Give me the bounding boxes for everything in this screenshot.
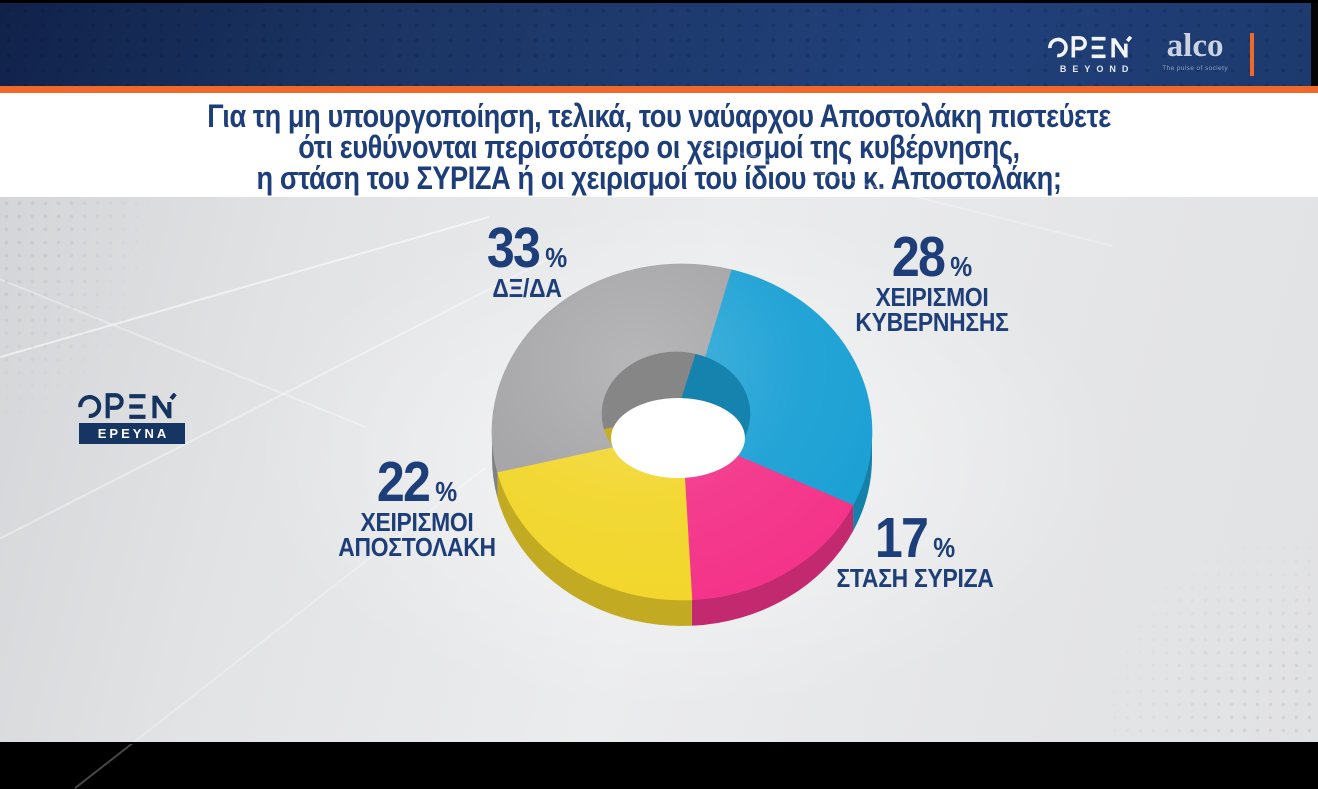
slice-callout-apostolaki: 22 % ΧΕΙΡΙΣΜΟΙ ΑΠΟΣΤΟΛΑΚΗ bbox=[328, 450, 507, 563]
open-logo-icon bbox=[1048, 36, 1133, 59]
alco-wordmark: alco bbox=[1166, 28, 1224, 64]
chart-stage: ΕΡΕΥΝΑ 33 % ΔΞ/ΔΑ 28 % ΧΕΙΡΙΣΜΟΙ ΚΥΒΕΡΝΗ… bbox=[0, 128, 1318, 789]
percent-sign: % bbox=[950, 250, 973, 282]
percent-sign: % bbox=[545, 241, 568, 273]
slice-value: 17 bbox=[874, 506, 929, 570]
percent-sign: % bbox=[435, 475, 458, 507]
open-logo-icon bbox=[78, 393, 177, 419]
donut-hole bbox=[611, 398, 745, 478]
slice-label: ΣΤΑΣΗ ΣΥΡΙΖΑ bbox=[836, 563, 994, 594]
alco-logo: alco The pulse of society bbox=[1162, 28, 1228, 73]
poll-question-line-3: η στάση του ΣΥΡΙΖΑ ή οι χειρισμοί του ίδ… bbox=[256, 160, 1062, 196]
header-bar: BEYOND alco The pulse of society bbox=[0, 3, 1318, 93]
slice-label: ΧΕΙΡΙΣΜΟΙ ΑΠΟΣΤΟΛΑΚΗ bbox=[338, 507, 496, 563]
top-letterbox-strip bbox=[0, 0, 1318, 3]
donut-slice-side-3 bbox=[492, 432, 498, 499]
open-ereyna-watermark: ΕΡΕΥΝΑ bbox=[78, 393, 186, 444]
slice-label: ΔΞ/ΔΑ bbox=[492, 273, 562, 304]
donut-slice-side-0 bbox=[853, 432, 872, 532]
header-right-edge bbox=[1311, 3, 1318, 93]
donut-slice-side-2 bbox=[497, 472, 692, 626]
orange-rule bbox=[0, 86, 1318, 93]
question-band: Για τη μη υπουργοποίηση, τελικά, του ναύ… bbox=[0, 93, 1318, 197]
slice-callout-dxda: 33 % ΔΞ/ΔΑ bbox=[481, 216, 572, 304]
bottom-letterbox-strip bbox=[0, 742, 1318, 744]
slice-value: 28 bbox=[891, 225, 946, 289]
open-tagline: BEYOND bbox=[1059, 64, 1135, 74]
alco-tagline: The pulse of society bbox=[1162, 65, 1228, 72]
alco-accent-bar bbox=[1250, 33, 1254, 76]
header-dot-pattern bbox=[0, 3, 1318, 86]
ereyna-badge: ΕΡΕΥΝΑ bbox=[79, 423, 185, 444]
slice-callout-syriza: 17 % ΣΤΑΣΗ ΣΥΡΙΖΑ bbox=[826, 506, 1005, 594]
halftone-dots-bottom-right bbox=[1108, 542, 1318, 742]
slice-value: 33 bbox=[486, 216, 541, 280]
open-beyond-logo: BEYOND bbox=[1048, 36, 1140, 74]
poll-question-line-1: Για τη μη υπουργοποίηση, τελικά, του ναύ… bbox=[207, 98, 1111, 134]
poll-question-line-2: ότι ευθύνονται περισσότερο οι χειρισμοί … bbox=[298, 129, 1020, 165]
poll-question: Για τη μη υπουργοποίηση, τελικά, του ναύ… bbox=[99, 93, 1219, 194]
halftone-dots-top-left bbox=[0, 197, 150, 417]
slice-value: 22 bbox=[376, 450, 431, 514]
slice-callout-kyvernisis: 28 % ΧΕΙΡΙΣΜΟΙ ΚΥΒΕΡΝΗΣΗΣ bbox=[845, 225, 1019, 338]
donut-chart bbox=[491, 263, 873, 626]
percent-sign: % bbox=[933, 531, 956, 563]
brand-area: BEYOND alco The pulse of society bbox=[1048, 30, 1254, 80]
slice-label: ΧΕΙΡΙΣΜΟΙ ΚΥΒΕΡΝΗΣΗΣ bbox=[855, 282, 1009, 338]
donut-slice-side-1 bbox=[691, 505, 854, 626]
